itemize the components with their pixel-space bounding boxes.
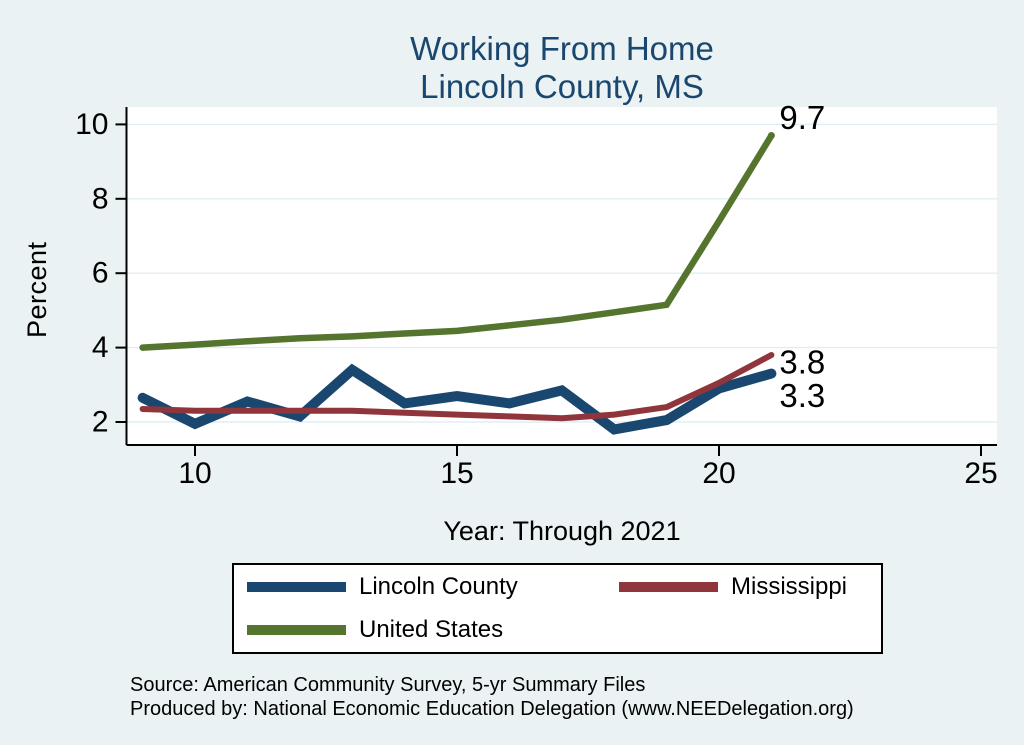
series-line-mississippi: [139, 352, 775, 422]
x-tick-label: 20: [702, 457, 735, 490]
produced-by-line: Produced by: National Economic Education…: [130, 698, 854, 720]
chart-title: Working From Home Lincoln County, MS: [100, 30, 1024, 106]
series-end-label: 3.3: [779, 377, 825, 414]
legend-item-lincoln-county: Lincoln County: [247, 573, 619, 601]
chart-title-line1: Working From Home: [410, 30, 714, 67]
y-tick-label: 4: [92, 331, 109, 364]
series-end-marker: [767, 132, 775, 140]
x-axis-title: Year: Through 2021: [443, 516, 681, 546]
legend: Lincoln County Mississippi United States: [232, 563, 883, 654]
legend-label-united-states: United States: [359, 616, 504, 644]
y-tick-label: 8: [92, 182, 109, 215]
y-tick-label: 6: [92, 257, 109, 290]
chart-title-line2: Lincoln County, MS: [420, 68, 704, 105]
series-end-label: 3.8: [779, 344, 825, 381]
legend-label-mississippi: Mississippi: [731, 572, 848, 600]
x-tick-label: 15: [440, 457, 473, 490]
series-end-label: 9.7: [779, 99, 825, 136]
legend-item-mississippi: Mississippi: [619, 573, 881, 601]
series-line-lincoln-county: [137, 363, 777, 435]
legend-swatch-mississippi: [619, 581, 718, 592]
source-line: Source: American Community Survey, 5-yr …: [130, 674, 646, 696]
series-line-united-states: [139, 132, 775, 351]
legend-swatch-united-states: [247, 625, 346, 636]
legend-item-united-states: United States: [247, 616, 619, 644]
y-tick-label: 10: [75, 108, 108, 141]
legend-swatch-lincoln-county: [247, 581, 346, 592]
source-note: Source: American Community Survey, 5-yr …: [130, 673, 990, 721]
y-axis-title: Percent: [22, 241, 52, 338]
legend-label-lincoln-county: Lincoln County: [359, 572, 518, 600]
x-tick-label: 25: [964, 457, 997, 490]
y-tick-label: 2: [92, 406, 109, 439]
x-tick-label: 10: [178, 457, 211, 490]
